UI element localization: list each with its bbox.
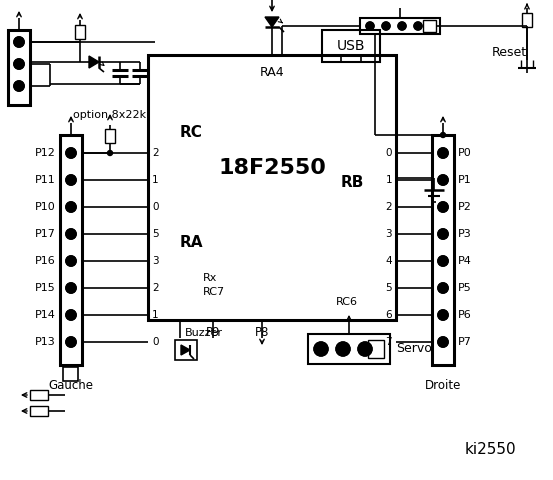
- Circle shape: [382, 22, 390, 30]
- Bar: [423, 20, 436, 32]
- Bar: [308, 334, 390, 364]
- Bar: [63, 367, 78, 381]
- Circle shape: [336, 342, 350, 356]
- Text: RB: RB: [341, 175, 364, 190]
- Text: 2: 2: [152, 148, 159, 158]
- Circle shape: [14, 59, 24, 69]
- Circle shape: [358, 342, 372, 356]
- Text: Servo: Servo: [396, 343, 432, 356]
- Circle shape: [66, 256, 76, 266]
- Circle shape: [66, 229, 76, 239]
- Text: P16: P16: [35, 256, 56, 266]
- Bar: [75, 25, 85, 39]
- Text: Reset: Reset: [492, 46, 527, 59]
- Text: 7: 7: [385, 337, 392, 347]
- Circle shape: [398, 22, 406, 30]
- Circle shape: [14, 37, 24, 47]
- Bar: [432, 135, 454, 365]
- Text: RC: RC: [180, 125, 203, 140]
- Text: P4: P4: [458, 256, 472, 266]
- Text: 0: 0: [385, 148, 392, 158]
- Text: Droite: Droite: [425, 379, 461, 392]
- Circle shape: [107, 151, 112, 156]
- Text: 0: 0: [152, 202, 159, 212]
- Text: Rx: Rx: [203, 273, 217, 283]
- Circle shape: [438, 337, 448, 347]
- Text: USB: USB: [337, 39, 365, 53]
- Bar: [30, 406, 48, 416]
- Bar: [8, 30, 30, 105]
- Circle shape: [14, 81, 24, 91]
- Text: RA: RA: [180, 235, 204, 250]
- Polygon shape: [265, 17, 279, 27]
- Text: P14: P14: [35, 310, 56, 320]
- Text: P12: P12: [35, 148, 56, 158]
- Text: P8: P8: [255, 325, 269, 338]
- Text: 0: 0: [152, 337, 159, 347]
- Circle shape: [66, 283, 76, 293]
- Text: 5: 5: [385, 283, 392, 293]
- Text: P10: P10: [35, 202, 56, 212]
- Circle shape: [66, 337, 76, 347]
- Text: P2: P2: [458, 202, 472, 212]
- Text: RA4: RA4: [260, 67, 284, 80]
- Text: Buzzer: Buzzer: [185, 328, 223, 338]
- Text: Gauche: Gauche: [49, 379, 93, 392]
- Bar: [148, 55, 396, 320]
- Text: 6: 6: [385, 310, 392, 320]
- Text: P7: P7: [458, 337, 472, 347]
- Text: P13: P13: [35, 337, 56, 347]
- Text: 1: 1: [152, 310, 159, 320]
- Circle shape: [66, 202, 76, 212]
- Circle shape: [366, 22, 374, 30]
- Text: 1: 1: [385, 175, 392, 185]
- Text: 3: 3: [152, 256, 159, 266]
- Polygon shape: [89, 56, 99, 68]
- Text: P5: P5: [458, 283, 472, 293]
- Text: 4: 4: [385, 256, 392, 266]
- Text: 1: 1: [152, 175, 159, 185]
- Text: P11: P11: [35, 175, 56, 185]
- Text: 18F2550: 18F2550: [218, 157, 326, 178]
- Text: ki2550: ki2550: [464, 443, 516, 457]
- Bar: [30, 390, 48, 400]
- Circle shape: [438, 148, 448, 158]
- Circle shape: [438, 175, 448, 185]
- Text: option 8x22k: option 8x22k: [74, 110, 147, 120]
- Text: RC6: RC6: [336, 297, 358, 307]
- Text: 2: 2: [385, 202, 392, 212]
- Circle shape: [66, 148, 76, 158]
- Text: P3: P3: [458, 229, 472, 239]
- Text: P6: P6: [458, 310, 472, 320]
- Circle shape: [438, 283, 448, 293]
- Circle shape: [441, 132, 446, 137]
- Text: 5: 5: [152, 229, 159, 239]
- Circle shape: [414, 22, 422, 30]
- Circle shape: [438, 202, 448, 212]
- Circle shape: [314, 342, 328, 356]
- Bar: [368, 340, 384, 358]
- Bar: [60, 135, 82, 365]
- Text: 3: 3: [385, 229, 392, 239]
- Circle shape: [66, 175, 76, 185]
- Text: RC7: RC7: [203, 287, 225, 297]
- Text: P0: P0: [458, 148, 472, 158]
- Circle shape: [438, 310, 448, 320]
- Text: P9: P9: [206, 325, 220, 338]
- Text: P1: P1: [458, 175, 472, 185]
- Text: P17: P17: [35, 229, 56, 239]
- Bar: [175, 340, 197, 360]
- Bar: [322, 30, 380, 62]
- Text: 2: 2: [152, 283, 159, 293]
- Text: P15: P15: [35, 283, 56, 293]
- Circle shape: [438, 256, 448, 266]
- Bar: [360, 18, 440, 34]
- Circle shape: [438, 229, 448, 239]
- Bar: [105, 129, 115, 143]
- Circle shape: [66, 310, 76, 320]
- Bar: [522, 13, 532, 27]
- Polygon shape: [181, 345, 190, 355]
